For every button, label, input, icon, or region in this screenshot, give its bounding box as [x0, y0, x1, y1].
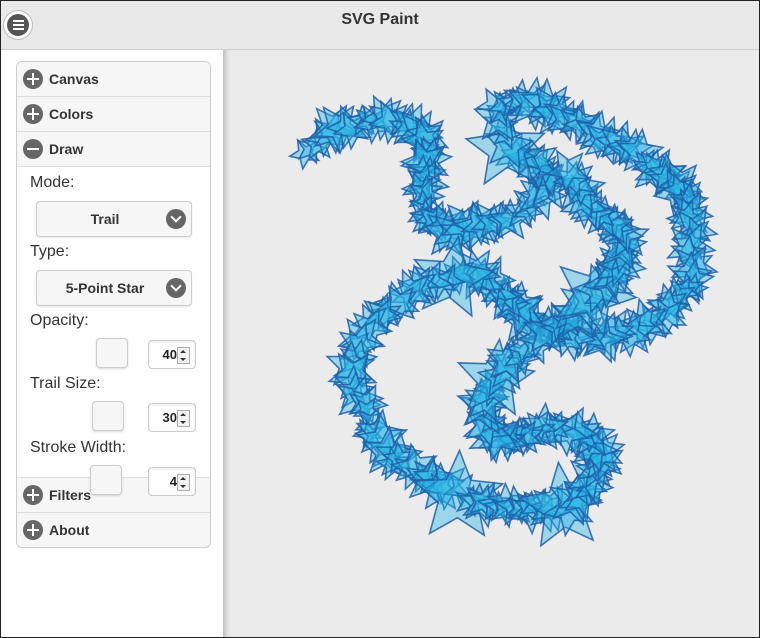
star-shape [502, 77, 540, 115]
star-shape [517, 460, 606, 548]
section-draw-label: Draw [49, 141, 84, 157]
star-shape [488, 197, 533, 240]
chevron-down-icon [166, 278, 186, 298]
section-colors-label: Colors [49, 106, 94, 122]
star-shape [339, 328, 373, 362]
star-shape [670, 244, 720, 293]
opacity-slider-handle[interactable] [96, 338, 128, 368]
star-shape [414, 461, 467, 510]
star-shape [465, 256, 499, 292]
spinner-arrows-icon[interactable] [177, 410, 190, 427]
settings-accordion: Canvas Colors Draw Mode: Trail Type: 5-P… [16, 61, 211, 548]
star-shape [353, 104, 386, 137]
stroke-width-value-field[interactable] [151, 471, 177, 491]
plus-icon [23, 485, 43, 505]
star-shape [296, 132, 328, 165]
type-select-value: 5-Point Star [65, 280, 145, 296]
star-shape [406, 193, 445, 233]
star-shape [494, 133, 537, 177]
star-shape [669, 233, 708, 271]
star-shape [456, 376, 508, 426]
trail-size-label: Trail Size: [30, 375, 101, 392]
section-about-label: About [49, 522, 90, 538]
star-shape [308, 104, 361, 155]
section-canvas-label: Canvas [49, 71, 99, 87]
stroke-width-slider-handle[interactable] [90, 465, 122, 495]
minus-icon [23, 139, 43, 159]
chevron-down-icon [166, 209, 186, 229]
star-shape [352, 397, 383, 427]
plus-icon [23, 520, 43, 540]
trail-size-number-input[interactable] [148, 403, 196, 432]
star-shape [421, 462, 471, 512]
drawing-canvas[interactable] [223, 50, 759, 637]
star-shape [348, 307, 394, 352]
opacity-label: Opacity: [30, 312, 89, 329]
star-shape [483, 118, 535, 170]
section-canvas[interactable]: Canvas [17, 62, 210, 97]
section-filters-label: Filters [49, 487, 92, 503]
star-shape [355, 407, 406, 459]
section-colors[interactable]: Colors [17, 97, 210, 132]
trail-size-slider-handle[interactable] [92, 401, 124, 431]
stroke-width-label: Stroke Width: [30, 439, 127, 456]
star-shape [367, 429, 410, 472]
mode-label: Mode: [30, 174, 75, 191]
star-shape [555, 252, 639, 339]
star-shape [541, 485, 594, 538]
star-shape [666, 275, 701, 310]
stroke-width-number-input[interactable] [148, 467, 196, 496]
opacity-value-field[interactable] [151, 344, 177, 364]
star-shape [349, 383, 390, 425]
star-shape [424, 472, 459, 506]
star-shape [313, 111, 355, 155]
star-shape [359, 94, 407, 142]
app-title: SVG Paint [341, 11, 419, 28]
trail-size-value-field[interactable] [151, 407, 177, 427]
sidebar-panel: Canvas Colors Draw Mode: Trail Type: 5-P… [1, 50, 223, 637]
spinner-arrows-icon[interactable] [177, 347, 190, 364]
star-shape [390, 276, 432, 317]
plus-icon [23, 104, 43, 124]
header-bar: SVG Paint [1, 1, 759, 50]
hamburger-menu-icon [7, 14, 29, 36]
type-select[interactable]: 5-Point Star [36, 270, 192, 306]
star-shape [544, 149, 590, 194]
mode-select-value: Trail [90, 211, 120, 227]
draw-section-body: Mode: Trail Type: 5-Point Star Opacity: … [17, 167, 210, 496]
star-trail-drawing [287, 75, 720, 548]
plus-icon [23, 69, 43, 89]
section-about[interactable]: About [17, 513, 210, 547]
star-shape [499, 137, 534, 170]
star-shape [665, 222, 717, 274]
mode-select[interactable]: Trail [36, 201, 192, 237]
menu-button[interactable] [4, 11, 32, 39]
opacity-number-input[interactable] [148, 340, 196, 369]
type-label: Type: [30, 243, 70, 260]
star-shape [477, 405, 508, 436]
spinner-arrows-icon[interactable] [177, 474, 190, 491]
section-draw[interactable]: Draw [17, 132, 210, 167]
star-shape [503, 337, 542, 377]
star-shape [633, 148, 683, 196]
star-shape [583, 440, 625, 482]
